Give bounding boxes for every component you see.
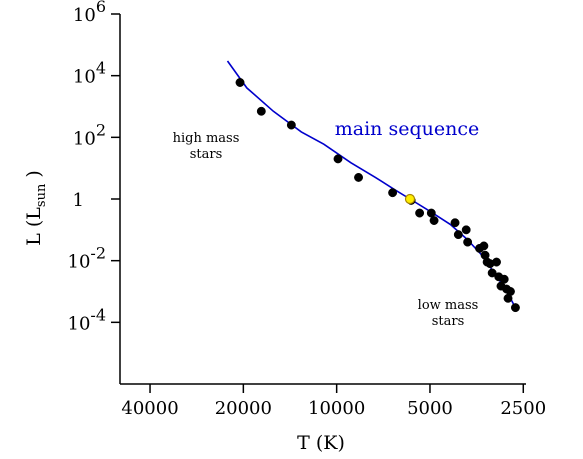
star-point: [354, 172, 363, 182]
y-tick-label: 1: [73, 190, 84, 211]
y-tick-exponent: -2: [90, 244, 106, 263]
main-sequence-label: main sequence: [335, 118, 479, 140]
x-tick-label: 20000: [215, 398, 272, 419]
star-point: [510, 303, 520, 313]
y-tick-label: 102: [73, 120, 106, 149]
y-tick-exponent: 6: [96, 0, 106, 16]
y-axis-title-close: ): [23, 170, 45, 183]
y-tick-base: 10: [73, 5, 96, 26]
star-point: [256, 106, 266, 116]
star-point: [426, 208, 436, 218]
low-mass-label: low mass: [418, 298, 479, 313]
y-tick-exponent: 2: [96, 120, 106, 139]
x-axis-title: T (K): [297, 432, 345, 454]
y-axis-title-sub: sun: [34, 183, 49, 207]
axes: [111, 13, 526, 393]
y-tick-base: 10: [68, 252, 91, 273]
star-point: [415, 208, 425, 218]
star-point: [499, 274, 509, 284]
high-mass-label: high mass: [173, 131, 240, 146]
star-point: [429, 216, 439, 226]
y-tick-label: 10-2: [68, 244, 107, 273]
star-point: [461, 225, 471, 235]
star-point: [235, 78, 245, 87]
main-sequence-curve: [226, 60, 517, 308]
star-point: [388, 188, 398, 198]
star-point: [333, 154, 343, 164]
star-point: [286, 120, 296, 130]
star-points: [235, 78, 520, 313]
y-tick-exponent: -4: [90, 305, 106, 324]
low-mass-label: stars: [432, 314, 465, 329]
tick-labels: 40000 20000 10000 5000 2500106104102110-210-…: [68, 0, 547, 419]
sun-point: [404, 193, 416, 205]
main-sequence-line: [226, 60, 517, 308]
x-tick-label: 40000: [121, 398, 178, 419]
y-tick-label: 104: [73, 59, 106, 88]
y-tick-base: 10: [68, 313, 91, 334]
x-tick-label: 2500: [500, 398, 546, 419]
y-tick-base: 10: [73, 67, 96, 88]
y-tick-label: 10-4: [68, 305, 107, 334]
y-tick-exponent: 4: [96, 59, 106, 78]
star-point: [453, 230, 463, 240]
star-point: [450, 218, 460, 228]
y-tick-label: 106: [73, 0, 106, 26]
x-tick-label: 5000: [407, 398, 453, 419]
high-mass-label: stars: [190, 147, 223, 162]
y-axis-title-main: L (L: [23, 207, 45, 246]
y-axis-title: L (Lsun ): [23, 170, 49, 246]
star-point: [505, 287, 515, 296]
star-point: [479, 241, 489, 251]
y-tick-base: 1: [73, 190, 84, 211]
star-point: [492, 257, 501, 267]
star-point: [463, 237, 473, 247]
y-tick-base: 10: [73, 128, 96, 149]
star-point: [487, 268, 497, 278]
x-tick-label: 10000: [308, 398, 365, 419]
